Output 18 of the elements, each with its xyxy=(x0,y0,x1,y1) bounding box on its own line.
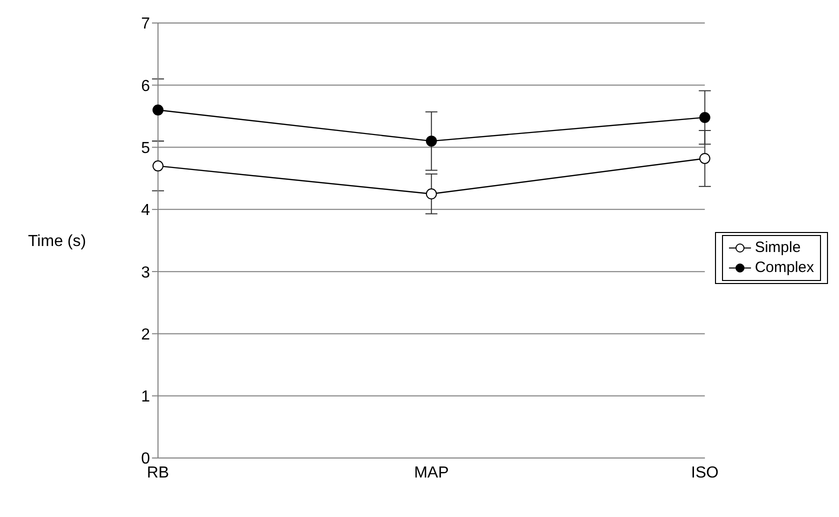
x-tick-label: MAP xyxy=(414,464,449,482)
point xyxy=(426,136,437,147)
y-tick-label: 1 xyxy=(141,388,150,406)
y-tick-label: 7 xyxy=(141,16,150,33)
point xyxy=(699,152,710,164)
y-tick-label: 2 xyxy=(141,326,150,344)
y-tick-label: 4 xyxy=(141,202,150,220)
y-tick-label: 3 xyxy=(141,264,150,282)
point xyxy=(699,112,710,123)
point xyxy=(152,104,164,116)
legend-label: Simple xyxy=(754,238,801,258)
x-tick-label: ISO xyxy=(691,464,719,482)
y-tick-label: 6 xyxy=(141,78,150,95)
y-axis-title: Time (s) xyxy=(28,233,86,250)
y-tick-label: 5 xyxy=(141,140,150,157)
point xyxy=(426,188,437,200)
point xyxy=(152,160,164,172)
legend-label: Complex xyxy=(754,258,814,278)
